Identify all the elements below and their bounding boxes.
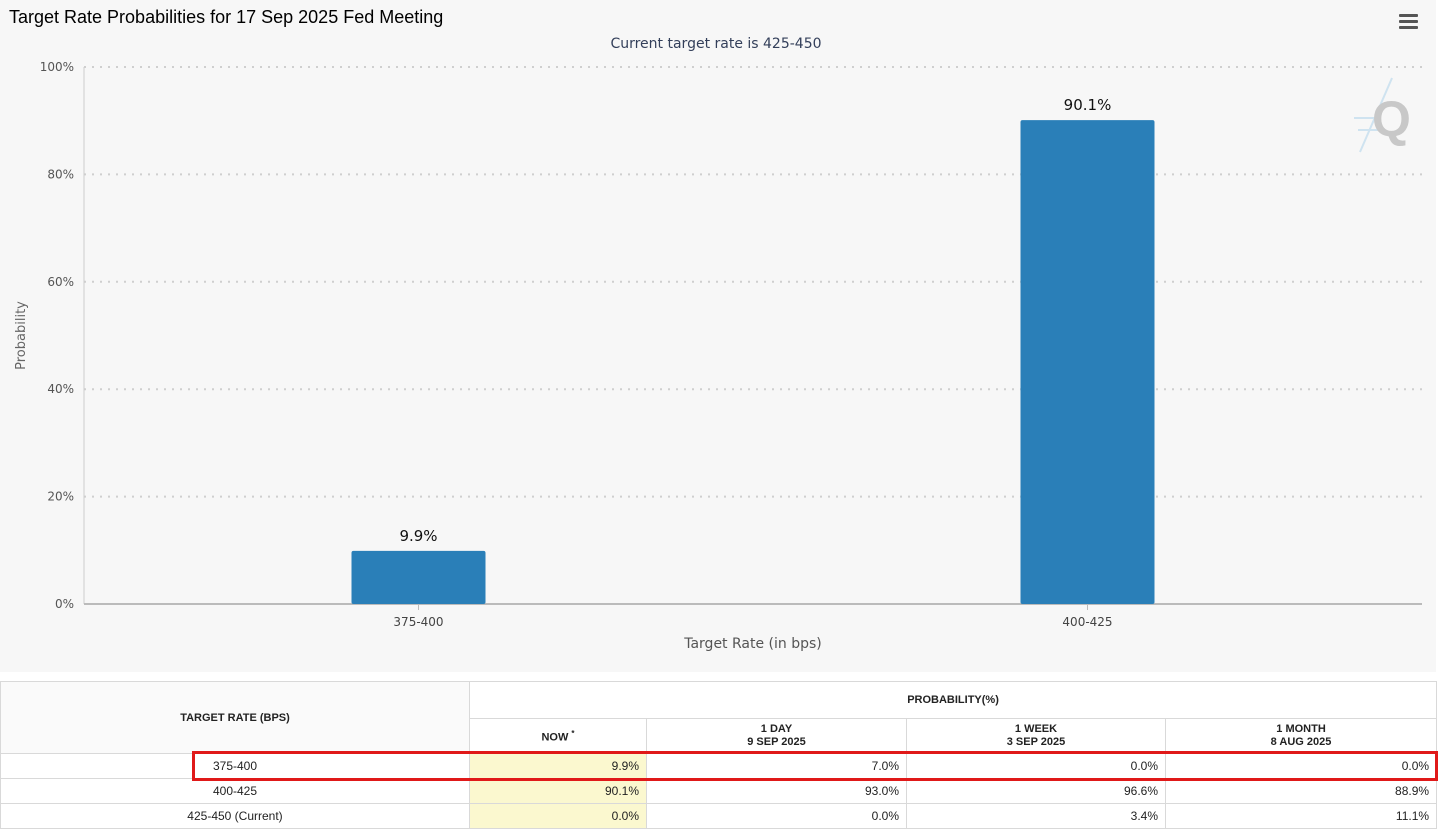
watermark-logo: Q bbox=[1354, 77, 1411, 153]
one-month-column-header: 1 MONTH 8 AUG 2025 bbox=[1164, 718, 1438, 754]
x-axis-title: Target Rate (in bps) bbox=[683, 636, 822, 652]
now-column-header: NOW * bbox=[469, 718, 647, 754]
one-day-cell: 93.0% bbox=[646, 778, 907, 804]
watermark-letter: Q bbox=[1372, 91, 1411, 147]
bar bbox=[351, 550, 486, 604]
hamburger-menu-icon-bar bbox=[1399, 26, 1418, 29]
y-axis-title: Probability bbox=[14, 301, 29, 370]
one-week-column-header: 1 WEEK 3 SEP 2025 bbox=[906, 718, 1166, 754]
one-day-cell: 0.0% bbox=[646, 803, 907, 829]
one-month-cell: 0.0% bbox=[1164, 753, 1438, 779]
hamburger-menu-icon bbox=[1399, 14, 1418, 17]
now-cell: 9.9% bbox=[469, 753, 647, 779]
table-row: 425-450 (Current) 0.0% 0.0% 3.4% 11.1% bbox=[0, 803, 1438, 829]
y-tick-label: 20% bbox=[47, 490, 74, 504]
chart-menu-button[interactable] bbox=[1396, 12, 1422, 32]
probability-table: TARGET RATE (BPS) PROBABILITY(%) NOW * 1… bbox=[0, 681, 1438, 829]
one-day-column-header: 1 DAY 9 SEP 2025 bbox=[646, 718, 907, 754]
y-tick-label: 60% bbox=[47, 275, 74, 289]
one-month-cell: 11.1% bbox=[1164, 803, 1438, 829]
hamburger-menu-icon-bar bbox=[1399, 20, 1418, 23]
rate-cell: 400-425 bbox=[0, 778, 470, 804]
probability-header: PROBABILITY(%) bbox=[468, 681, 1438, 719]
y-tick-label: 100% bbox=[40, 60, 74, 74]
y-tick-label: 0% bbox=[55, 597, 74, 611]
target-rate-header: TARGET RATE (BPS) bbox=[0, 681, 470, 754]
bar-data-label: 90.1% bbox=[1064, 96, 1112, 114]
chart-title: Target Rate Probabilities for 17 Sep 202… bbox=[9, 7, 444, 27]
now-cell: 90.1% bbox=[469, 778, 647, 804]
one-week-cell: 96.6% bbox=[906, 778, 1166, 804]
rate-cell: 425-450 (Current) bbox=[0, 803, 470, 829]
one-day-cell: 7.0% bbox=[646, 753, 907, 779]
y-tick-label: 40% bbox=[47, 382, 74, 396]
bar bbox=[1020, 120, 1155, 605]
x-tick-label: 375-400 bbox=[393, 615, 443, 629]
chart-panel: 0% 20% 40% 60% 80% 100% 9.9% 375-400 90.1% 400-42… bbox=[9, 7, 1422, 652]
bar-data-label: 9.9% bbox=[399, 527, 437, 545]
probability-table-wrapper: TARGET RATE (BPS) PROBABILITY(%) NOW * 1… bbox=[0, 681, 1438, 829]
one-month-cell: 88.9% bbox=[1164, 778, 1438, 804]
now-cell: 0.0% bbox=[469, 803, 647, 829]
table-row: 375-400 9.9% 7.0% 0.0% 0.0% bbox=[0, 753, 1438, 779]
y-tick-label: 80% bbox=[47, 167, 74, 181]
bar-chart: 0% 20% 40% 60% 80% 100% 9.9% 375-400 90.1% 400-42… bbox=[14, 60, 1422, 652]
rate-cell: 375-400 bbox=[0, 753, 470, 779]
chart-subtitle: Current target rate is 425-450 bbox=[610, 36, 822, 52]
one-week-cell: 3.4% bbox=[906, 803, 1166, 829]
one-week-cell: 0.0% bbox=[906, 753, 1166, 779]
x-tick-label: 400-425 bbox=[1062, 615, 1112, 629]
table-row: 400-425 90.1% 93.0% 96.6% 88.9% bbox=[0, 778, 1438, 804]
